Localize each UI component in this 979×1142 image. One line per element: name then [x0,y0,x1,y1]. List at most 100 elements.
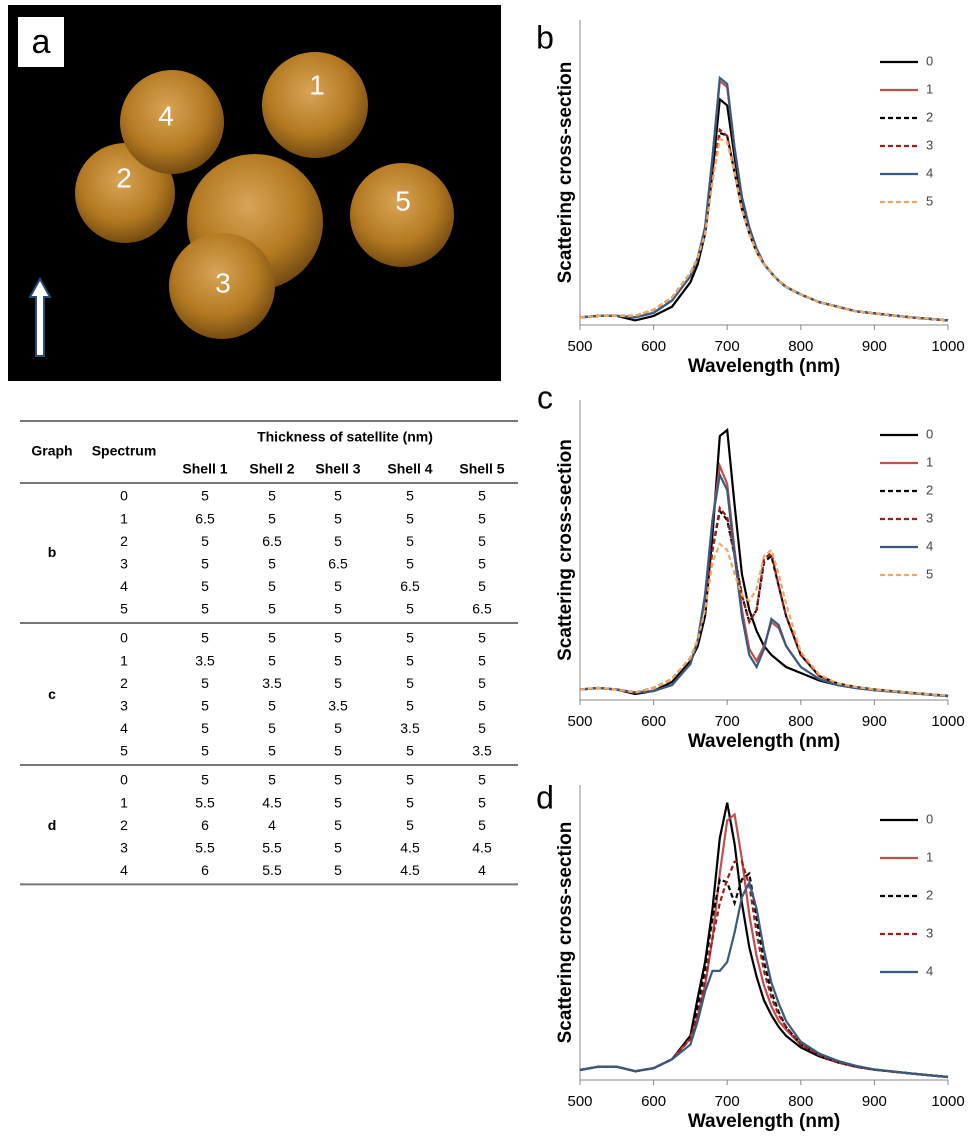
table-graph-label: b [48,544,57,560]
table-cell: 4 [268,817,276,833]
table-cell: 5 [478,794,486,810]
table-cell: 5 [268,743,276,759]
legend-label: 0 [926,811,933,826]
series-line [579,97,949,322]
x-tick-label: 500 [567,1093,592,1110]
series-line [579,461,949,698]
sphere-label: 1 [309,69,325,100]
x-tick-label: 900 [862,713,887,730]
sphere [350,163,454,267]
y-axis-title: Scattering cross-section [555,439,576,661]
table-cell: 5 [406,630,414,646]
table-cell: 5 [268,630,276,646]
table-cell: 5 [478,675,486,691]
table-cell: 5 [334,601,342,617]
table-cell: 5 [406,533,414,549]
table-cell: 5 [334,772,342,788]
x-tick-label: 500 [567,713,592,730]
table-cell: 5 [406,772,414,788]
x-tick-label: 1000 [931,1093,964,1110]
sphere-label: 5 [395,185,411,216]
table-header: Shell 5 [459,461,504,477]
table-cell: 5 [406,652,414,668]
table-cell: 5 [406,601,414,617]
table-header: Spectrum [92,443,157,459]
table-cell: 4 [120,720,128,736]
table-cell: 5 [406,510,414,526]
legend-label: 0 [926,53,933,68]
table-cell: 5 [478,488,486,504]
table-cell: 5 [334,533,342,549]
table-cell: 3.5 [400,720,420,736]
table-cell: 2 [120,817,128,833]
series-line [579,542,949,697]
series-line [579,505,949,697]
table-cell: 5 [334,578,342,594]
table-cell: 5 [268,720,276,736]
x-axis-title: Wavelength (nm) [688,731,840,752]
x-tick-label: 900 [862,1093,887,1110]
table-cell: 5 [201,698,209,714]
table-cell: 4 [478,862,486,878]
sphere [120,70,224,174]
table-cell: 5 [201,601,209,617]
table-cell: 5 [268,698,276,714]
table-cell: 5 [268,772,276,788]
x-tick-label: 700 [715,713,740,730]
table-header: Shell 2 [249,461,294,477]
table-header: Shell 4 [387,461,432,477]
table-cell: 5 [478,630,486,646]
table-cell: 5.5 [262,840,282,856]
table-cell: 5 [334,675,342,691]
series-line [579,127,949,322]
legend-label: 5 [926,193,933,208]
table-cell: 5 [268,488,276,504]
table-cell: 5 [201,772,209,788]
panel-label: b [536,19,554,55]
table-graph-label: d [48,817,57,833]
x-tick-label: 900 [862,338,887,355]
x-tick-label: 600 [641,1093,666,1110]
table-cell: 3 [120,698,128,714]
table-cell: 0 [120,630,128,646]
sphere [262,52,368,158]
table-cell: 5 [478,720,486,736]
direction-arrow [28,276,52,357]
x-tick-label: 1000 [931,713,964,730]
table-cell: 5 [478,533,486,549]
y-axis-title: Scattering cross-section [555,822,576,1044]
table-cell: 5 [334,652,342,668]
legend-label: 3 [926,510,933,525]
x-tick-label: 600 [641,713,666,730]
table-cell: 3.5 [195,652,215,668]
legend-label: 3 [926,925,933,940]
table-cell: 5 [120,743,128,759]
table-cell: 5 [268,510,276,526]
table-cell: 5 [201,743,209,759]
panel-label: a [32,23,51,61]
table-cell: 5 [478,556,486,572]
legend-label: 2 [926,109,933,124]
series-line [579,137,949,322]
legend-label: 3 [926,137,933,152]
x-tick-label: 500 [567,338,592,355]
legend-label: 4 [926,538,933,553]
table-cell: 5 [406,743,414,759]
series-line [579,131,949,322]
series-line [579,879,949,1079]
table-cell: 5 [334,840,342,856]
table-cell: 5.5 [262,862,282,878]
table-cell: 5.5 [195,840,215,856]
table-cell: 5 [201,675,209,691]
table-cell: 2 [120,533,128,549]
table-cell: 3 [120,840,128,856]
table-header: Shell 3 [315,461,360,477]
table-cell: 5 [478,817,486,833]
table-cell: 5 [201,720,209,736]
legend-label: 5 [926,566,933,581]
x-tick-label: 700 [715,338,740,355]
table-cell: 4 [120,862,128,878]
x-tick-label: 700 [715,1093,740,1110]
table-cell: 5 [406,556,414,572]
